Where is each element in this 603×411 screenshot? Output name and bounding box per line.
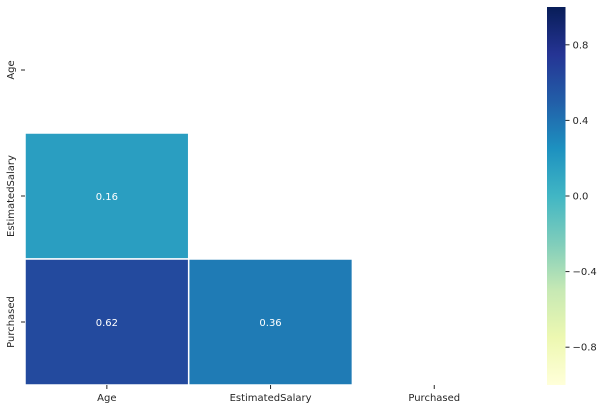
colorbar-tick-label: 0.0 <box>573 192 589 203</box>
x-tick-label: Purchased <box>408 393 460 404</box>
colorbar-tick-label: 0.8 <box>573 40 589 51</box>
colorbar: 0.8 0.4 0.0 −0.4 −0.8 <box>547 7 597 385</box>
y-tick-label: EstimatedSalary <box>6 155 17 237</box>
heatmap-cells <box>24 132 354 386</box>
colorbar-tick-label: 0.4 <box>573 116 589 127</box>
cell-annotation: 0.36 <box>259 318 281 329</box>
colorbar-gradient <box>547 7 566 385</box>
x-tick-label: Age <box>97 393 116 404</box>
cell-annotations: 0.16 0.62 0.36 <box>96 192 282 329</box>
y-axis: Age EstimatedSalary Purchased <box>6 60 25 348</box>
x-axis: Age EstimatedSalary Purchased <box>97 385 460 404</box>
cell-annotation: 0.16 <box>96 192 118 203</box>
colorbar-tick-label: −0.4 <box>573 267 597 278</box>
heatmap-cell-purchased-age <box>24 258 190 386</box>
colorbar-tick-label: −0.8 <box>573 343 597 354</box>
heatmap-cell-estimatedsalary-age <box>24 132 190 260</box>
y-tick-label: Age <box>6 60 17 79</box>
cell-annotation: 0.62 <box>96 318 118 329</box>
x-tick-label: EstimatedSalary <box>230 393 312 404</box>
heatmap-cell-purchased-estimatedsalary <box>187 258 354 386</box>
y-tick-label: Purchased <box>6 296 17 348</box>
